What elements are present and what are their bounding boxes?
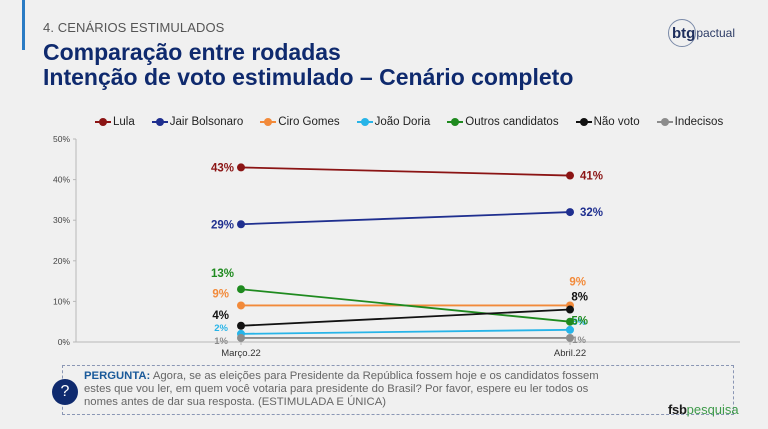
- data-point: [237, 333, 245, 342]
- y-tick-label: 40%: [53, 175, 70, 185]
- fsb-pesquisa-logo: fsbpesquisa: [668, 402, 739, 417]
- legend-label: Ciro Gomes: [278, 116, 340, 128]
- legend-marker-icon: [447, 117, 464, 127]
- legend-label: Jair Bolsonaro: [169, 116, 244, 128]
- series-line: [240, 328, 571, 335]
- data-label: 29%: [211, 219, 234, 231]
- question-text: PERGUNTA: Agora, se as eleições para Pre…: [84, 370, 624, 409]
- data-label: 2%: [214, 323, 228, 334]
- section-label: 4. CENÁRIOS ESTIMULADOS: [43, 20, 225, 35]
- data-label: 8%: [571, 292, 588, 304]
- logo-circle-icon: [668, 19, 696, 47]
- data-point: [566, 171, 574, 180]
- y-tick-label: 10%: [53, 296, 70, 306]
- y-tick-label: 0%: [58, 337, 71, 347]
- legend-label: Indecisos: [674, 116, 724, 128]
- question-label: PERGUNTA:: [84, 370, 151, 382]
- data-point: [237, 220, 245, 229]
- legend-item: Jair Bolsonaro: [151, 116, 244, 128]
- data-point: [237, 301, 245, 310]
- title-line-1: Comparação entre rodadas: [43, 39, 341, 65]
- data-label: 32%: [580, 207, 603, 219]
- question-body: Agora, se as eleições para Presidente da…: [84, 370, 599, 408]
- accent-bar: [22, 0, 25, 50]
- data-point: [566, 317, 574, 326]
- data-label: 9%: [569, 276, 586, 288]
- legend-label: João Doria: [374, 116, 431, 128]
- data-label: 1%: [214, 336, 228, 347]
- legend-marker-icon: [656, 117, 673, 127]
- data-point: [566, 208, 574, 217]
- series-line: [240, 288, 571, 323]
- legend-item: Ciro Gomes: [260, 116, 340, 128]
- data-point: [566, 325, 574, 334]
- data-label: 13%: [211, 268, 234, 280]
- legend-item: João Doria: [356, 116, 431, 128]
- legend-label: Outros candidatos: [465, 116, 559, 128]
- legend-item: Indecisos: [656, 116, 724, 128]
- data-point: [566, 305, 574, 314]
- y-tick-label: 50%: [53, 134, 70, 144]
- y-tick-label: 30%: [53, 215, 70, 225]
- data-label: 9%: [212, 288, 229, 300]
- series-line: [240, 308, 571, 327]
- legend-label: Não voto: [593, 116, 640, 128]
- title-line-2: Intenção de voto estimulado – Cenário co…: [43, 64, 574, 90]
- legend-item: Lula: [95, 116, 135, 128]
- legend-label: Lula: [113, 116, 135, 128]
- data-label: 3%: [572, 317, 586, 328]
- page-title: Comparação entre rodadas Intenção de vot…: [43, 40, 573, 90]
- series-line: [240, 166, 571, 177]
- logo-pactual-text: pactual: [696, 26, 736, 40]
- x-tick-label: Abril.22: [554, 348, 586, 359]
- data-point: [237, 321, 245, 330]
- data-label: 43%: [211, 162, 234, 174]
- legend-marker-icon: [260, 117, 277, 127]
- legend-marker-icon: [95, 117, 111, 127]
- btg-pactual-logo: btg pactual: [668, 19, 736, 47]
- pesquisa-text: pesquisa: [686, 402, 739, 417]
- legend-marker-icon: [356, 117, 373, 127]
- legend-marker-icon: [151, 117, 168, 127]
- chart-legend: Lula Jair Bolsonaro Ciro Gomes João Doria Ou…: [95, 116, 740, 128]
- fsb-text: fsb: [668, 402, 687, 417]
- legend-item: Outros candidatos: [447, 116, 559, 128]
- y-tick-label: 20%: [53, 256, 70, 266]
- legend-marker-icon: [575, 117, 592, 127]
- legend-item: Não voto: [575, 116, 640, 128]
- data-point: [566, 333, 574, 342]
- data-label: 41%: [580, 171, 603, 183]
- series-line: [240, 211, 571, 226]
- data-label: 4%: [212, 310, 229, 322]
- question-mark-icon: ?: [52, 379, 78, 405]
- data-label: 5%: [571, 316, 588, 328]
- x-tick-label: Março.22: [221, 348, 261, 359]
- logo-btg-text: btg: [672, 24, 696, 42]
- data-point: [237, 285, 245, 294]
- data-label: 1%: [572, 335, 586, 346]
- data-point: [237, 163, 245, 172]
